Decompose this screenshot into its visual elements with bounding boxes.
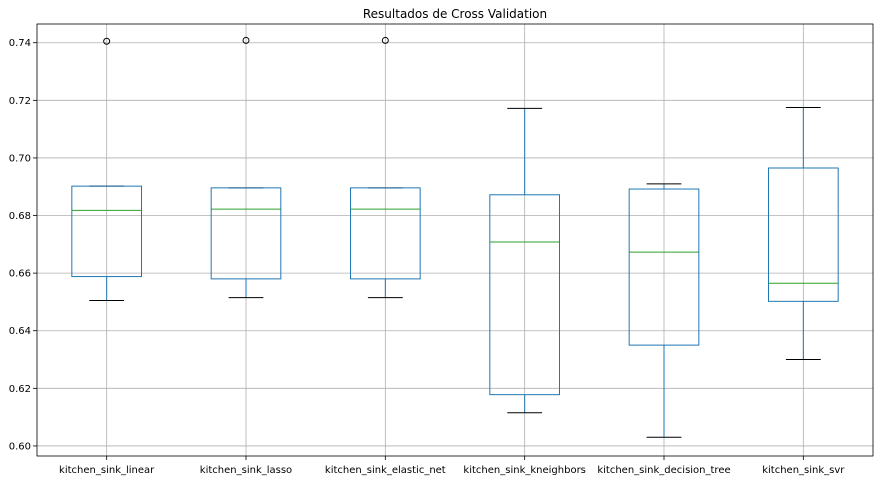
y-tick-label: 0.62 xyxy=(9,384,31,395)
box-kitchen_sink_linear xyxy=(71,37,142,301)
y-tick-label: 0.64 xyxy=(9,326,31,337)
box-kitchen_sink_lasso xyxy=(210,36,282,299)
boxes xyxy=(71,36,839,438)
x-tick-label: kitchen_sink_decision_tree xyxy=(597,465,730,476)
x-tick-label: kitchen_sink_svr xyxy=(762,465,845,476)
iqr-box xyxy=(628,188,700,346)
y-tick-label: 0.70 xyxy=(9,153,31,164)
box-kitchen_sink_kneighbors xyxy=(489,107,561,414)
box-kitchen_sink_svr xyxy=(768,107,839,361)
y-tick-label: 0.66 xyxy=(9,269,31,280)
iqr-box xyxy=(489,194,561,396)
box-kitchen_sink_decision_tree xyxy=(628,183,700,438)
y-tick-label: 0.74 xyxy=(9,38,31,49)
x-tick-label: kitchen_sink_lasso xyxy=(200,465,292,476)
outlier-point xyxy=(381,36,389,44)
plot-area-frame xyxy=(36,23,874,457)
box-kitchen_sink_elastic_net xyxy=(350,36,421,299)
x-tick-label: kitchen_sink_kneighbors xyxy=(463,465,585,476)
chart-title: Resultados de Cross Validation xyxy=(363,7,547,21)
axis-ticks: 0.60 0.62 0.64 0.66 0.68 0.70 0.72 0.74 kitchen_… xyxy=(9,38,846,476)
y-tick-label: 0.72 xyxy=(9,96,31,107)
y-tick-label: 0.68 xyxy=(9,211,31,222)
grid-lines xyxy=(37,24,873,456)
x-tick-label: kitchen_sink_linear xyxy=(59,465,155,476)
outlier-point xyxy=(103,37,111,45)
iqr-box xyxy=(768,167,839,302)
iqr-box xyxy=(210,187,282,280)
iqr-box xyxy=(71,185,142,278)
x-tick-label: kitchen_sink_elastic_net xyxy=(325,465,446,476)
y-tick-label: 0.60 xyxy=(9,441,31,452)
iqr-box xyxy=(350,187,421,280)
outlier-point xyxy=(242,36,250,44)
